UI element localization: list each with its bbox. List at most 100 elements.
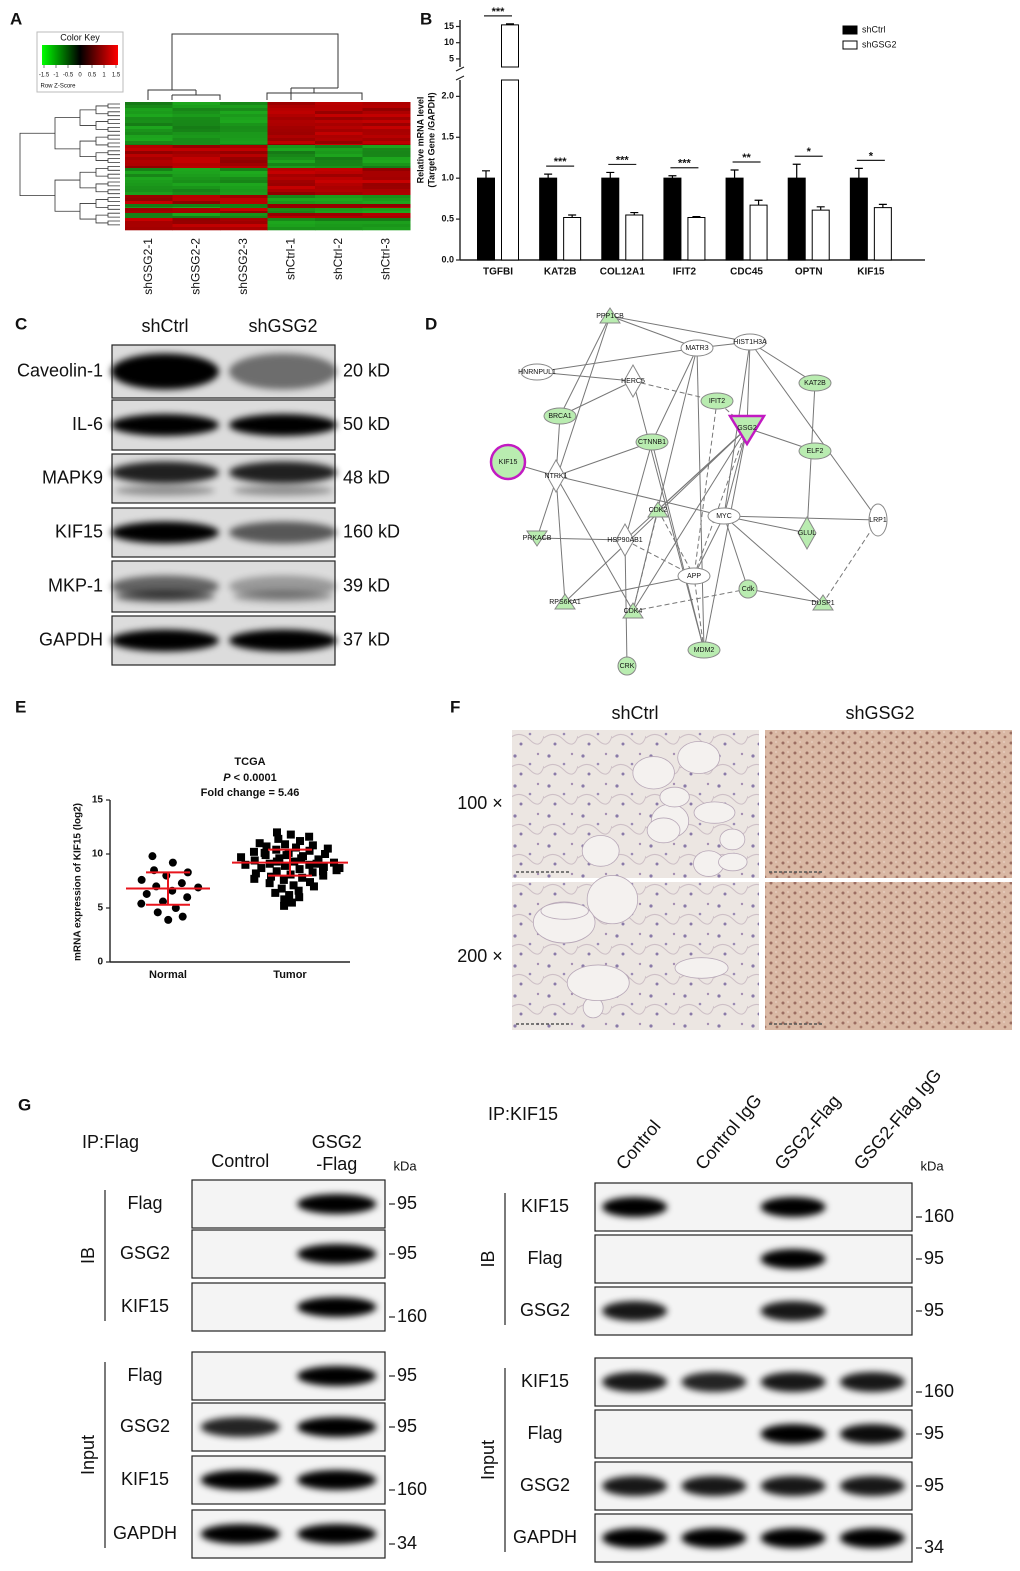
heatmap-cell — [125, 208, 173, 212]
network-edge — [536, 537, 626, 541]
adipocyte — [586, 875, 639, 925]
error-bar — [692, 216, 701, 218]
x-tick-label: OPTN — [795, 267, 823, 278]
heatmap-cell — [220, 204, 268, 208]
network-edge — [609, 315, 698, 349]
network-node — [707, 507, 741, 525]
heatmap-cell — [125, 174, 173, 178]
heatmap-cell — [220, 163, 268, 167]
heatmap-cell — [315, 114, 363, 118]
heatmap-cell — [315, 211, 363, 214]
heatmap-cell — [220, 160, 268, 164]
heatmap-cell — [315, 141, 363, 145]
network-edge — [609, 315, 751, 343]
heatmap-cell — [125, 192, 173, 196]
heatmap-cell — [125, 154, 173, 158]
sample-label: shCtrl-2 — [331, 238, 345, 280]
heatmap-cell — [362, 135, 411, 139]
blot-band — [297, 1524, 377, 1544]
heatmap-cell — [220, 120, 268, 124]
heatmap-cell — [220, 166, 268, 169]
protein-label: Flag — [127, 1365, 162, 1385]
heatmap-cell — [267, 141, 316, 145]
blot-band — [297, 1417, 377, 1437]
heatmap-cell — [362, 129, 411, 133]
protein-label: KIF15 — [121, 1296, 169, 1316]
heatmap-cell — [362, 151, 411, 155]
blot-band — [760, 1197, 826, 1217]
network-node — [738, 579, 758, 599]
data-point — [274, 834, 283, 843]
data-point — [272, 857, 281, 866]
heatmap-cell — [362, 114, 411, 118]
heatmap-cell — [172, 216, 221, 219]
bar — [811, 209, 830, 261]
heatmap-cell — [362, 201, 411, 205]
y-axis-label: Relative mRNA level — [415, 97, 425, 184]
heatmap-cell — [125, 108, 173, 112]
heatmap-cell — [267, 183, 316, 187]
panel-label: G — [18, 1095, 31, 1114]
data-point — [280, 901, 289, 910]
micrograph — [765, 730, 1012, 878]
network-node — [797, 515, 817, 551]
protein-label: GAPDH — [113, 1523, 177, 1543]
significance-label: *** — [678, 158, 692, 170]
marker-label: 95 — [397, 1416, 417, 1436]
blot-band — [229, 461, 337, 484]
heatmap-cell — [220, 189, 268, 193]
row-label: 100 × — [457, 793, 503, 813]
heatmap-cell — [267, 108, 316, 112]
heatmap-cell — [220, 157, 268, 161]
network-node-label: GSG2 — [737, 425, 757, 432]
network-node — [798, 442, 832, 460]
heatmap-cell — [220, 207, 268, 209]
panels: A B C D E F G Color Key -1.5 -1 -0.5 0 0.5 1 1.5 Row Z-… — [10, 6, 1012, 1563]
heatmap-cell — [220, 154, 268, 158]
heatmap-cell — [267, 208, 316, 212]
data-point — [194, 883, 203, 892]
heatmap-cell — [362, 211, 411, 214]
heatmap-cell — [362, 183, 411, 187]
sample-label: shCtrl-3 — [378, 238, 392, 280]
network-node — [623, 363, 643, 399]
protein-label: Caveolin-1 — [17, 360, 103, 380]
chart-title: TCGA — [234, 756, 265, 768]
heatmap-cell — [172, 114, 221, 118]
heatmap-cell — [125, 204, 173, 208]
heatmap-cell — [172, 166, 221, 169]
data-point — [272, 867, 281, 876]
heatmap-cell — [315, 195, 363, 199]
p-label: P — [223, 772, 231, 784]
error-bar — [630, 211, 639, 215]
heatmap-cell — [267, 105, 316, 109]
data-point — [164, 915, 173, 924]
legend-swatch — [842, 40, 858, 50]
data-point — [168, 858, 177, 867]
blot-band — [229, 414, 337, 436]
network-node — [617, 656, 637, 676]
heatmap-cell — [172, 145, 221, 149]
bar — [725, 177, 744, 261]
data-point — [177, 879, 186, 888]
heatmap-cell — [172, 224, 221, 228]
error-bar — [506, 23, 514, 25]
protein-label: IL-6 — [72, 414, 103, 434]
data-point — [251, 869, 260, 878]
data-point — [272, 828, 281, 837]
heatmap-cell — [125, 180, 173, 184]
bar — [749, 204, 768, 261]
blot-band — [297, 1194, 377, 1214]
data-point — [271, 888, 280, 897]
heatmap-cell — [362, 120, 411, 124]
ip-title: IP:Flag — [82, 1132, 139, 1152]
network-node — [868, 503, 888, 537]
heatmap-cell — [267, 120, 316, 124]
heatmap-cell — [125, 213, 173, 217]
network-node-label: HERC5 — [621, 378, 645, 385]
bar — [477, 177, 495, 261]
color-key-tick-label: 1.5 — [112, 73, 121, 79]
network-edge — [559, 315, 611, 417]
heatmap-cell — [125, 221, 173, 225]
data-point — [290, 857, 299, 866]
